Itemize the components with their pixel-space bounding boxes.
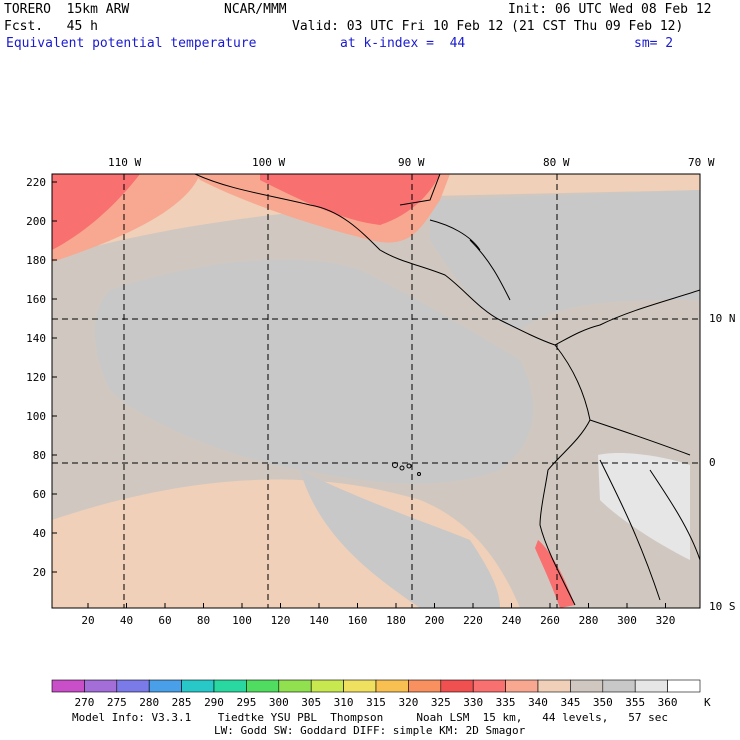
smoothing-info: sm= 2 bbox=[634, 36, 674, 51]
colorbar-unit: K bbox=[704, 696, 711, 709]
colorbar-swatch bbox=[343, 679, 377, 693]
lon-label-80w: 80 W bbox=[543, 156, 570, 169]
colorbar-swatch bbox=[213, 679, 247, 693]
x-tick-label: 180 bbox=[386, 614, 406, 627]
land-central-america bbox=[194, 174, 700, 346]
lat-label-0: 0 bbox=[709, 456, 716, 469]
colorbar-swatch bbox=[440, 679, 474, 693]
colorbar-label: 310 bbox=[334, 696, 354, 709]
colorbar-label: 360 bbox=[658, 696, 678, 709]
field-region-350k bbox=[95, 259, 534, 484]
colorbar-label: 315 bbox=[366, 696, 386, 709]
colorbar-swatch bbox=[602, 679, 636, 693]
colorbar-label: 320 bbox=[398, 696, 418, 709]
land-yucatan bbox=[399, 174, 511, 301]
y-tick-label: 60 bbox=[33, 488, 46, 501]
colorbar-label: 345 bbox=[560, 696, 580, 709]
model-info-line1: Model Info: V3.3.1 Tiedtke YSU PBL Thomp… bbox=[72, 711, 669, 724]
x-tick-label: 140 bbox=[309, 614, 329, 627]
colorbar-swatch bbox=[570, 679, 604, 693]
field-region-cold-andes bbox=[598, 453, 690, 560]
colorbar-swatch bbox=[634, 679, 668, 693]
x-tick-label: 40 bbox=[120, 614, 133, 627]
y-tick-label: 20 bbox=[33, 566, 46, 579]
colorbar-label: 325 bbox=[431, 696, 451, 709]
y-tick-label: 40 bbox=[33, 527, 46, 540]
colorbar-label: 305 bbox=[301, 696, 321, 709]
lon-label-90w: 90 W bbox=[398, 156, 425, 169]
plot-frame bbox=[51, 173, 701, 609]
colorbar-swatch bbox=[375, 679, 409, 693]
colorbar-swatch bbox=[537, 679, 571, 693]
colorbar-label: 330 bbox=[463, 696, 483, 709]
colorbar-swatch bbox=[505, 679, 539, 693]
lon-label-100w: 100 W bbox=[252, 156, 286, 169]
colorbar-label: 300 bbox=[269, 696, 289, 709]
forecast-hour: Fcst. 45 h bbox=[4, 19, 98, 34]
field-region-350k-east bbox=[430, 190, 700, 330]
colorbar-label: 280 bbox=[139, 696, 159, 709]
colorbar-swatch bbox=[51, 679, 85, 693]
y-tick-label: 80 bbox=[33, 449, 46, 462]
colorbar-label: 340 bbox=[528, 696, 548, 709]
level-info: at k-index = 44 bbox=[340, 36, 466, 51]
model-name: TORERO 15km ARW bbox=[4, 2, 130, 17]
x-tick-label: 60 bbox=[158, 614, 171, 627]
x-tick-label: 80 bbox=[197, 614, 210, 627]
x-tick-label: 20 bbox=[81, 614, 94, 627]
lon-label-70w: 70 W bbox=[688, 156, 715, 169]
organization: NCAR/MMM bbox=[224, 2, 287, 17]
x-tick-label: 280 bbox=[579, 614, 599, 627]
y-tick-label: 140 bbox=[26, 332, 46, 345]
y-tick-label: 120 bbox=[26, 371, 46, 384]
land-south-america bbox=[539, 344, 591, 606]
colorbar-label: 290 bbox=[204, 696, 224, 709]
colorbar-label: 355 bbox=[625, 696, 645, 709]
colorbar-swatch bbox=[148, 679, 182, 693]
colorbar-swatch bbox=[472, 679, 506, 693]
colorbar-label: 285 bbox=[172, 696, 192, 709]
field-region-hot-nw bbox=[52, 174, 140, 250]
colorbar-swatch bbox=[278, 679, 312, 693]
colorbar-swatch bbox=[84, 679, 118, 693]
colorbar-label: 275 bbox=[107, 696, 127, 709]
x-tick-label: 240 bbox=[502, 614, 522, 627]
colorbar-swatch bbox=[246, 679, 280, 693]
y-tick-label: 100 bbox=[26, 410, 46, 423]
x-tick-label: 300 bbox=[617, 614, 637, 627]
colorbar-swatch bbox=[667, 679, 701, 693]
land-andes-border bbox=[589, 419, 700, 601]
x-tick-label: 100 bbox=[232, 614, 252, 627]
colorbar-label: 350 bbox=[593, 696, 613, 709]
y-tick-label: 200 bbox=[26, 215, 46, 228]
colorbar-swatch bbox=[310, 679, 344, 693]
x-tick-label: 260 bbox=[540, 614, 560, 627]
valid-time: Valid: 03 UTC Fri 10 Feb 12 (21 CST Thu … bbox=[292, 19, 684, 34]
x-tick-label: 320 bbox=[656, 614, 676, 627]
field-region-hot-ca bbox=[260, 174, 440, 225]
init-time: Init: 06 UTC Wed 08 Feb 12 bbox=[508, 2, 712, 17]
equivalent-potential-temperature-map: 220 200 180 160 140 120 100 80 60 40 20 20 40 60 80 100… bbox=[26, 173, 701, 627]
x-tick-label: 120 bbox=[271, 614, 291, 627]
colorbar-swatch bbox=[116, 679, 150, 693]
x-tick-label: 220 bbox=[463, 614, 483, 627]
colorbar-label: 295 bbox=[236, 696, 256, 709]
lat-label-10n: 10 N bbox=[709, 312, 736, 325]
colorbar-label: 270 bbox=[74, 696, 94, 709]
lat-label-10s: 10 S bbox=[709, 600, 736, 613]
colorbar-label: 335 bbox=[496, 696, 516, 709]
field-region-hot-peru bbox=[535, 540, 575, 608]
field-name: Equivalent potential temperature bbox=[6, 36, 257, 51]
y-tick-label: 220 bbox=[26, 176, 46, 189]
lon-label-110w: 110 W bbox=[108, 156, 142, 169]
y-tick-label: 160 bbox=[26, 293, 46, 306]
colorbar-swatch bbox=[408, 679, 442, 693]
x-tick-label: 200 bbox=[425, 614, 445, 627]
field-region-350k-south bbox=[300, 470, 500, 608]
y-tick-label: 180 bbox=[26, 254, 46, 267]
x-tick-label: 160 bbox=[348, 614, 368, 627]
colorbar-swatch bbox=[181, 679, 215, 693]
model-info-line2: LW: Godd SW: Goddard DIFF: simple KM: 2D… bbox=[214, 724, 526, 737]
